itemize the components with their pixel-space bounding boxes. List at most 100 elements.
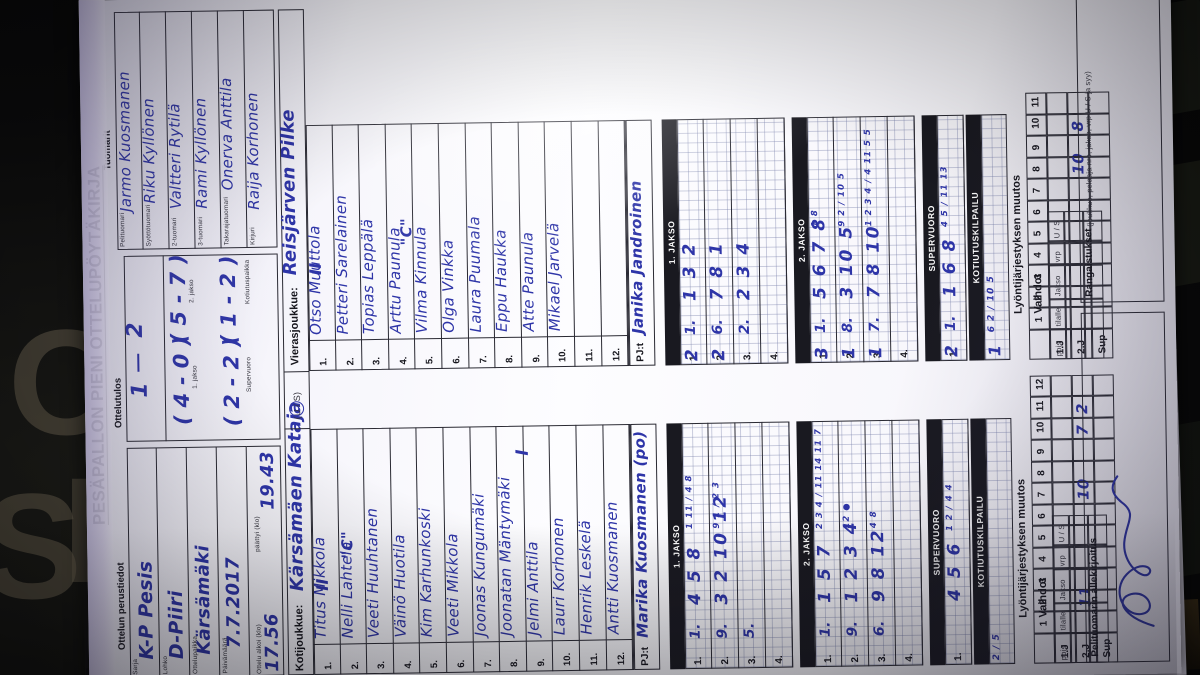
away-p2-small-marks[interactable]: 1 2 3 4 / 4 11 5 5 (862, 128, 875, 227)
away-p2-marks[interactable]: 3 10 5 (836, 224, 858, 299)
home-p1-start[interactable]: 5. (741, 622, 758, 639)
value-paivamaara[interactable]: 7.7.2017 (222, 556, 245, 649)
roster-player-name[interactable]: Antti Kuosmanen (602, 501, 623, 635)
away-batting-change-cell[interactable] (1046, 135, 1069, 158)
away-p2-marks[interactable]: 7 8 10 (863, 223, 885, 299)
value-syottotuomari[interactable]: Riku Kyllönen (139, 97, 159, 204)
roster-player-name[interactable]: Veeti Mikkola (443, 533, 463, 637)
away-p1-runs[interactable]: 2 (682, 348, 703, 362)
home-p2-start[interactable]: 1. (817, 621, 834, 638)
home-batting-change-cell[interactable] (1050, 396, 1073, 419)
away-p1-marks[interactable]: 1 3 2 (679, 241, 701, 302)
away-p2-runs[interactable]: 1 (866, 345, 887, 359)
home-team-heading: Kotijoukkue: (293, 604, 307, 672)
away-p1-start[interactable]: 2. (736, 318, 753, 335)
away-p2-runs[interactable]: 1 (839, 346, 860, 359)
away-sup-marks[interactable]: 1 6 8 (939, 236, 961, 298)
away-batting-change-col-header: 9 (1031, 144, 1043, 151)
home-p1-start[interactable]: 9. (714, 622, 731, 639)
away-batting-change-cell[interactable] (1047, 157, 1069, 179)
roster-player-name[interactable]: Jelmi Anttila (522, 541, 543, 636)
away-batting-change-cell[interactable] (1046, 114, 1068, 136)
value-sarja[interactable]: K-P Pesis (134, 560, 159, 660)
away-p2-small-marks[interactable]: 9 2 / 10 5 (836, 172, 848, 227)
roster-player-name[interactable]: Atte Paunula (518, 231, 538, 332)
home-p2-start[interactable]: 6. (871, 620, 888, 637)
away-koti-runs[interactable]: 1 (985, 344, 1005, 357)
roster-player-name[interactable]: Lauri Korhonen (549, 517, 570, 636)
home-p2-marks[interactable]: 1 5 7 (814, 542, 836, 604)
away-p1-marks[interactable]: 2 3 4 (733, 240, 755, 301)
away-p1-start[interactable]: 6. (709, 318, 726, 335)
home-p1-small-marks[interactable]: 1 11 / 4 8 (684, 474, 696, 530)
roster-player-name[interactable]: Kim Karhunkoski (416, 507, 437, 638)
roster-player-name[interactable]: Joonatan Mäntymäki (495, 476, 516, 637)
home-p1-row-label: 4. (773, 655, 785, 664)
roster-player-name[interactable]: Joonas Kungumäki (469, 493, 490, 637)
away-sup-start[interactable]: 1. (942, 315, 959, 332)
home-p2-start[interactable]: 9. (844, 620, 861, 637)
roster-row-number: 10. (562, 652, 574, 667)
times-box (246, 445, 285, 675)
result-super[interactable]: ( 2 - 2 ) (218, 336, 245, 427)
result-total-home[interactable]: 1 (127, 381, 153, 398)
roster-player-name[interactable]: Mikael Jarvelä (544, 222, 565, 332)
result-total-away[interactable]: 2 (122, 321, 148, 338)
roster-player-name[interactable]: Veeti Huuhtanen (362, 507, 383, 639)
home-p1-start[interactable]: 1. (687, 623, 704, 640)
value-kirjuri[interactable]: Raija Korhonen (243, 92, 263, 211)
home-p1-marks[interactable]: 4 5 8 (684, 545, 706, 606)
roster-player-name[interactable]: Otso Muuttola (305, 225, 325, 336)
roster-player-name[interactable]: Topias Leppälä (358, 218, 379, 335)
roster-player-name[interactable]: Olga Vinkka (438, 239, 458, 333)
home-koti-small-marks[interactable]: 2 / 5 (991, 633, 1003, 661)
value-takarajatuomari[interactable]: Onerva Anttila (216, 77, 237, 191)
home-p2-small-marks[interactable]: 2 3 4 / 11 14 11 7 (813, 428, 826, 530)
value-pelituomari[interactable]: Jarmo Kuosmanen (114, 70, 135, 213)
away-p2-small-marks[interactable]: 1 8 (810, 209, 821, 228)
result-koti[interactable]: ( 1 - 2 ) (215, 255, 242, 345)
away-koti-small-marks[interactable]: 6 2 / 10 5 (986, 275, 997, 333)
home-batting-change-cell[interactable] (1052, 482, 1074, 505)
away-p1-runs[interactable]: 2 (709, 348, 730, 361)
roster-player-name[interactable]: Henrik Leskelä (575, 519, 596, 635)
away-batting-change-cell[interactable] (1047, 178, 1069, 201)
value-ottelupaikka[interactable]: Kärsämäki (192, 544, 215, 655)
away-sup-runs[interactable]: 2 (942, 344, 963, 358)
roster-row-number: 4. (402, 660, 414, 669)
away-team-name[interactable]: Reisjärven Pilke (277, 109, 301, 276)
home-p2-small-marks[interactable]: 4 8 (868, 510, 880, 529)
home-batting-change-cell[interactable] (1050, 375, 1072, 397)
away-p1-marks[interactable]: 7 8 1 (706, 240, 728, 301)
home-batting-change-cell[interactable] (1052, 461, 1074, 483)
home-sup-marks[interactable]: 4 5 6 (944, 540, 966, 602)
home-p2-marks[interactable]: 9 8 12 (868, 527, 890, 603)
home-sup-small-marks[interactable]: 1 2 / 4 4 (944, 483, 956, 532)
home-team-name[interactable]: Kärsämäen Kataja (283, 401, 308, 592)
value-2tuomari[interactable]: Valtteri Rytilä (165, 103, 185, 210)
home-p2-small-marks[interactable]: 12 ● (841, 502, 853, 529)
roster-player-name[interactable]: Väinö Huotila (389, 534, 410, 638)
away-p2-start[interactable]: 1. (812, 317, 829, 334)
home-batting-change-cell[interactable] (1051, 418, 1073, 440)
away-p2-start[interactable]: 8. (839, 316, 856, 333)
away-batting-change-cell[interactable] (1046, 92, 1068, 115)
home-vaihdot-col-header: Jakso (1057, 579, 1068, 601)
value-lohko[interactable]: D-Piiri (164, 590, 189, 660)
away-p2-runs[interactable]: 3 (812, 346, 833, 360)
roster-player-name[interactable]: Eppu Haukka (491, 229, 512, 333)
result-period1[interactable]: ( 4 - 0 ) (168, 335, 195, 426)
away-p1-start[interactable]: 1. (682, 319, 699, 336)
away-p2-marks[interactable]: 5 6 7 8 (809, 216, 831, 300)
roster-player-name[interactable]: Petteri Sarelainen (331, 194, 352, 335)
away-p2-start[interactable]: 7. (866, 316, 883, 333)
roster-row-number: 7. (477, 355, 489, 364)
away-captain-box (625, 119, 656, 367)
roster-player-name[interactable]: Laura Puumala (464, 215, 485, 333)
home-batting-change-cell[interactable] (1051, 439, 1074, 462)
value-3tuomari[interactable]: Rami Kyllönen (191, 97, 211, 209)
result-period2[interactable]: ( 5 - 7 ) (165, 253, 192, 344)
home-p2-marks[interactable]: 1 2 3 4 (840, 519, 863, 603)
home-p1-small-marks[interactable]: 9 1 / 2 3 (711, 480, 723, 529)
away-sup-small-marks[interactable]: 4 5 / 11 13 (939, 165, 951, 228)
